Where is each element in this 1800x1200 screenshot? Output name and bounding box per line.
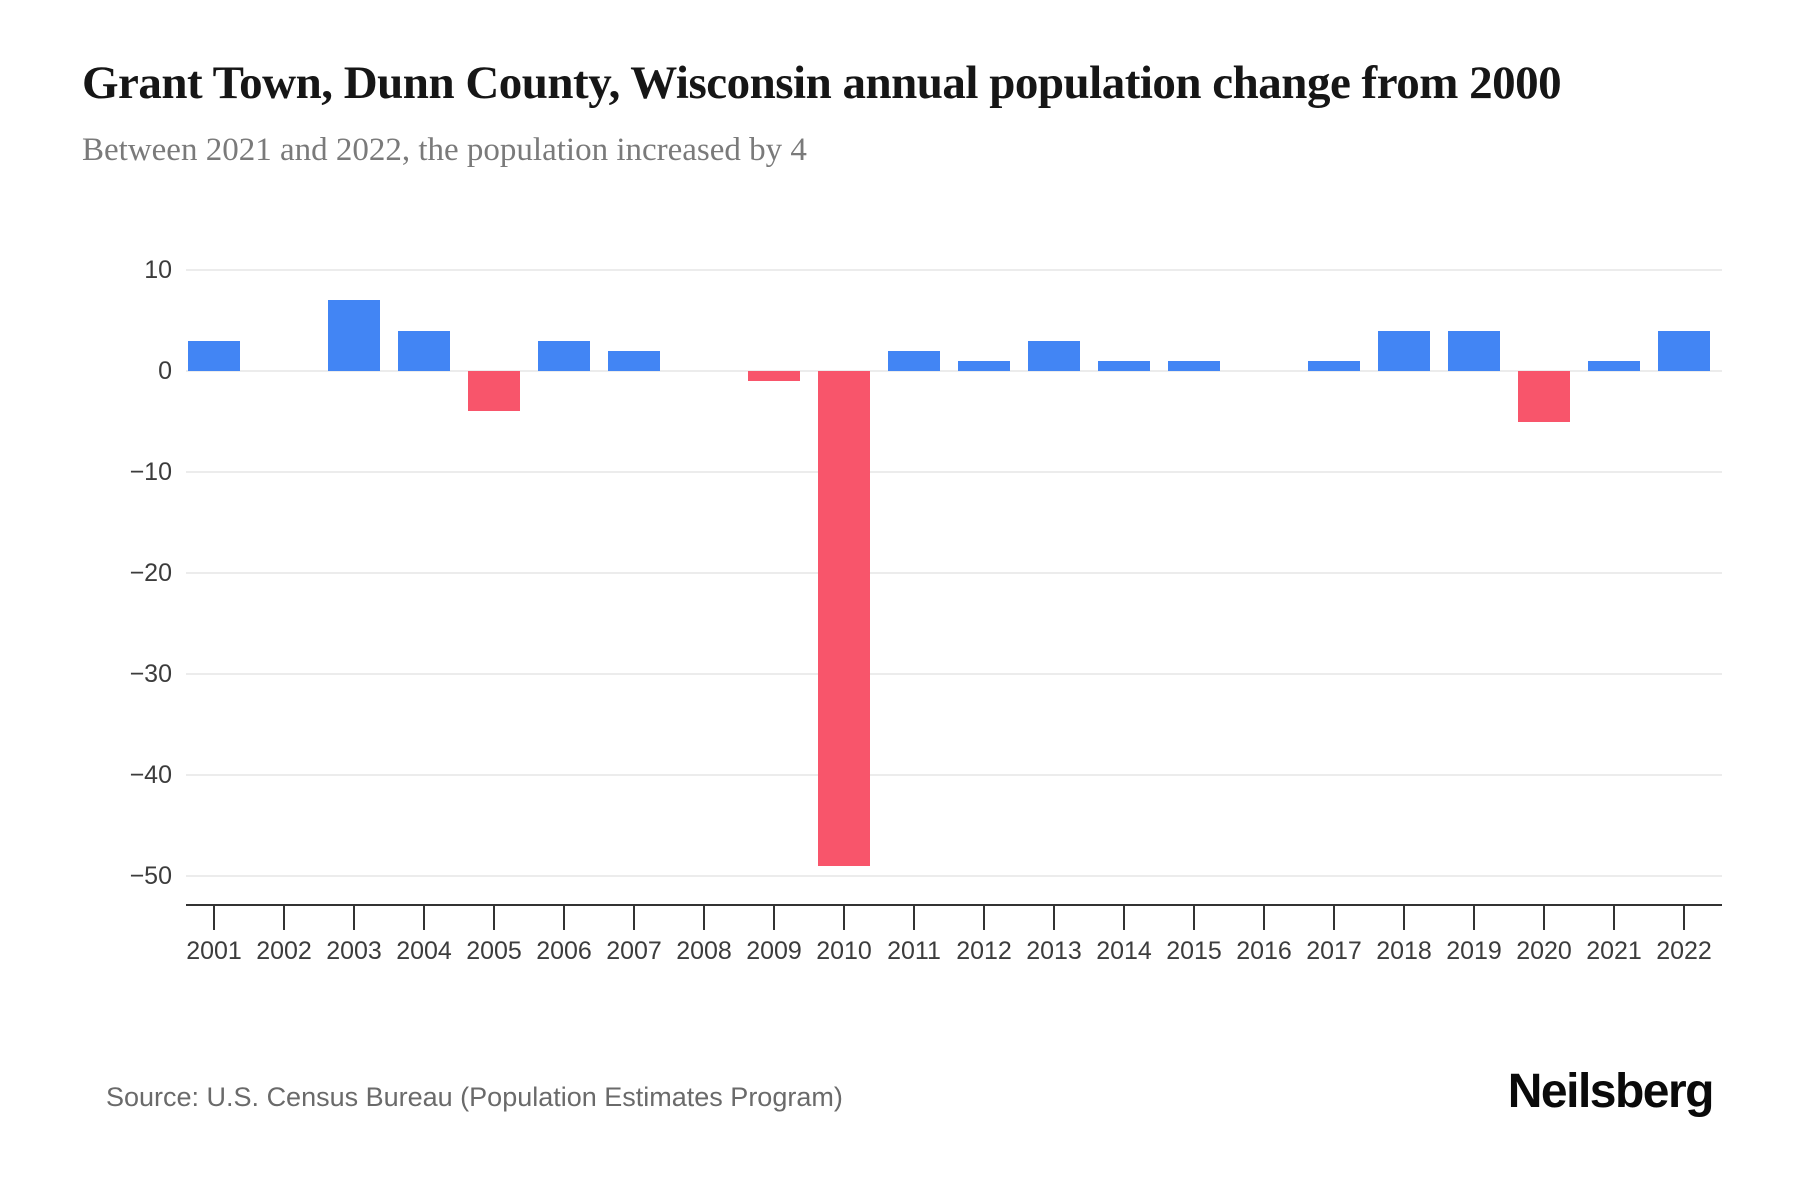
x-axis-tick (353, 905, 355, 930)
bar-2012[interactable] (958, 360, 1010, 371)
x-axis-label-2003: 2003 (326, 937, 382, 965)
x-axis-label-2009: 2009 (746, 937, 802, 965)
x-axis-label-2022: 2022 (1656, 937, 1712, 965)
bar-2003[interactable] (328, 300, 380, 371)
y-axis-label: −40 (129, 761, 172, 789)
x-axis-label-2002: 2002 (256, 937, 312, 965)
x-axis-label-2014: 2014 (1096, 937, 1152, 965)
x-axis-tick (983, 905, 985, 930)
bar-2014[interactable] (1098, 360, 1150, 371)
x-axis-tick (773, 905, 775, 930)
bar-2018[interactable] (1378, 330, 1430, 371)
bar-2006[interactable] (538, 340, 590, 371)
y-axis-label: −20 (129, 559, 172, 587)
bar-2020[interactable] (1518, 371, 1570, 422)
y-axis-label: 10 (144, 256, 172, 284)
x-axis-tick (1193, 905, 1195, 930)
x-axis-label-2021: 2021 (1586, 937, 1642, 965)
y-gridline (186, 774, 1722, 776)
y-gridline (186, 471, 1722, 473)
x-axis-label-2004: 2004 (396, 937, 452, 965)
x-axis-tick (423, 905, 425, 930)
x-axis-label-2020: 2020 (1516, 937, 1572, 965)
x-axis-label-2017: 2017 (1306, 937, 1362, 965)
x-axis-tick (1613, 905, 1615, 930)
x-axis-tick (213, 905, 215, 930)
x-axis-label-2018: 2018 (1376, 937, 1432, 965)
x-axis-tick (283, 905, 285, 930)
bar-2004[interactable] (398, 330, 450, 371)
x-axis-tick (1473, 905, 1475, 930)
x-axis-label-2008: 2008 (676, 937, 732, 965)
x-axis-tick (703, 905, 705, 930)
x-axis-label-2019: 2019 (1446, 937, 1502, 965)
x-axis-label-2016: 2016 (1236, 937, 1292, 965)
x-axis-label-2015: 2015 (1166, 937, 1222, 965)
x-axis-tick (1053, 905, 1055, 930)
bar-2013[interactable] (1028, 340, 1080, 371)
bar-2005[interactable] (468, 371, 520, 412)
bar-2007[interactable] (608, 350, 660, 371)
bar-2019[interactable] (1448, 330, 1500, 371)
x-axis-tick (1403, 905, 1405, 930)
chart-subtitle: Between 2021 and 2022, the population in… (82, 132, 807, 168)
y-gridline (186, 370, 1722, 372)
bar-2010[interactable] (818, 371, 870, 866)
neilsberg-logo: Neilsberg (1507, 1065, 1715, 1118)
x-axis-label-2011: 2011 (887, 937, 941, 965)
x-axis-tick (1333, 905, 1335, 930)
y-gridline (186, 269, 1722, 271)
x-axis-label-2013: 2013 (1026, 937, 1082, 965)
y-gridline (186, 572, 1722, 574)
x-axis-tick (843, 905, 845, 930)
y-gridline (186, 673, 1722, 675)
y-axis-label: 0 (158, 357, 172, 385)
bar-2017[interactable] (1308, 360, 1360, 371)
x-axis-label-2012: 2012 (956, 937, 1012, 965)
x-axis-label-2007: 2007 (606, 937, 662, 965)
y-axis-label: −50 (129, 862, 172, 890)
x-axis-label-2005: 2005 (466, 937, 522, 965)
x-axis-tick (913, 905, 915, 930)
bar-2011[interactable] (888, 350, 940, 371)
x-axis-line (186, 904, 1722, 906)
bar-2015[interactable] (1168, 360, 1220, 371)
source-note: Source: U.S. Census Bureau (Population E… (106, 1082, 843, 1112)
chart-title: Grant Town, Dunn County, Wisconsin annua… (82, 57, 1562, 109)
x-axis-tick (493, 905, 495, 930)
bar-2001[interactable] (188, 340, 240, 371)
x-axis-tick (1263, 905, 1265, 930)
y-gridline (186, 875, 1722, 877)
x-axis-tick (1123, 905, 1125, 930)
y-axis-label: −30 (129, 660, 172, 688)
x-axis-tick (1683, 905, 1685, 930)
x-axis-label-2010: 2010 (816, 937, 872, 965)
x-axis-label-2001: 2001 (186, 937, 242, 965)
bar-2022[interactable] (1658, 330, 1710, 371)
x-axis-label-2006: 2006 (536, 937, 592, 965)
x-axis-tick (563, 905, 565, 930)
bar-2009[interactable] (748, 371, 800, 382)
x-axis-tick (1543, 905, 1545, 930)
bar-2021[interactable] (1588, 360, 1640, 371)
y-axis-label: −10 (129, 458, 172, 486)
x-axis-tick (633, 905, 635, 930)
